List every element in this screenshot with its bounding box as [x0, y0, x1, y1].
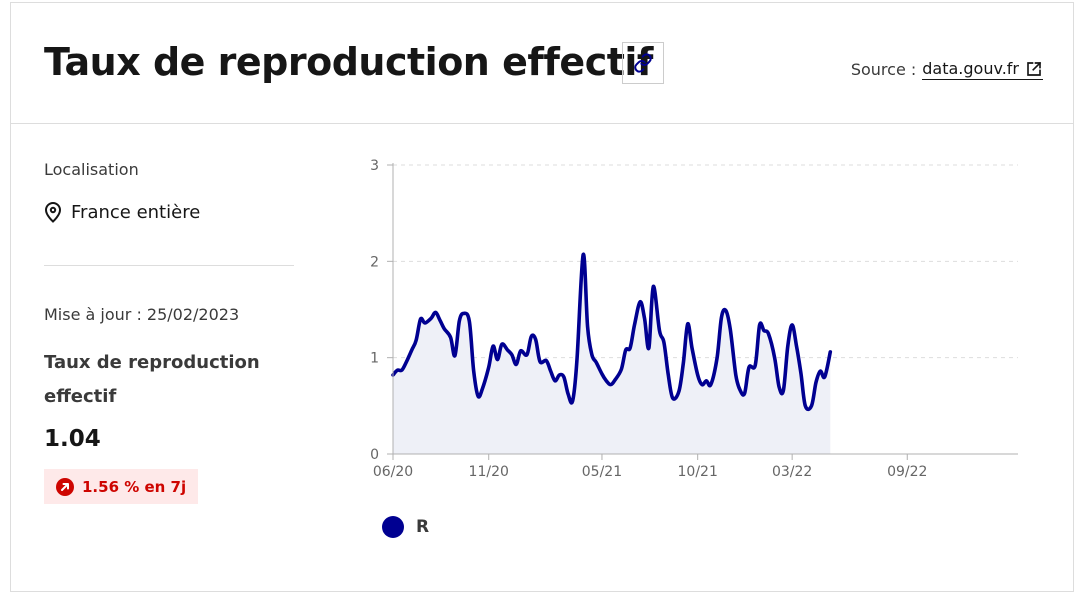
x-tick-label: 11/20: [469, 464, 509, 480]
external-link-icon: [1027, 61, 1042, 76]
divider: [44, 265, 294, 266]
kpi-label: Taux de reproduction effectif: [44, 352, 260, 407]
source-link[interactable]: data.gouv.fr: [922, 59, 1043, 80]
kpi-value: 1.04: [44, 426, 101, 452]
source-link-label: data.gouv.fr: [922, 59, 1019, 78]
r-chart: 0 1 2 3 06/20 11/20 05/21 10/21 03/22 09/22: [370, 158, 1018, 480]
page-title: Taux de reproduction effectif: [44, 40, 653, 84]
arrow-up-right-circle-icon: [56, 477, 74, 496]
series-area-r: [393, 254, 831, 454]
series-line-r: [391, 252, 833, 412]
x-tick-label: 09/22: [887, 464, 927, 480]
indicator-card: Taux de reproduction effectif Source : d…: [10, 2, 1074, 592]
source-line: Source : data.gouv.fr: [851, 59, 1043, 80]
x-tick-label: 05/21: [582, 464, 622, 480]
link-icon: [634, 53, 652, 73]
y-tick-label: 3: [370, 158, 379, 174]
copy-link-button[interactable]: [622, 42, 664, 84]
legend-swatch: [382, 516, 404, 538]
y-tick-label: 0: [370, 447, 379, 463]
card-header: Taux de reproduction effectif Source : d…: [11, 3, 1073, 124]
trend-badge: 1.56 % en 7j: [44, 469, 199, 504]
legend-label: R: [416, 517, 430, 537]
y-tick-label: 2: [370, 254, 379, 270]
update-date: Mise à jour : 25/02/2023: [44, 305, 240, 324]
location-label: Localisation: [44, 160, 139, 179]
x-tick-label: 03/22: [772, 464, 812, 480]
location-value: France entière: [44, 201, 200, 223]
trend-text: 1.56 % en 7j: [82, 477, 187, 496]
source-prefix: Source :: [850, 60, 917, 79]
map-pin-icon: [44, 202, 62, 223]
x-tick-label: 06/20: [373, 464, 413, 480]
y-tick-label: 1: [370, 351, 379, 367]
x-tick-label: 10/21: [678, 464, 718, 480]
location-text: France entière: [71, 201, 201, 223]
chart-legend: R: [382, 516, 429, 538]
